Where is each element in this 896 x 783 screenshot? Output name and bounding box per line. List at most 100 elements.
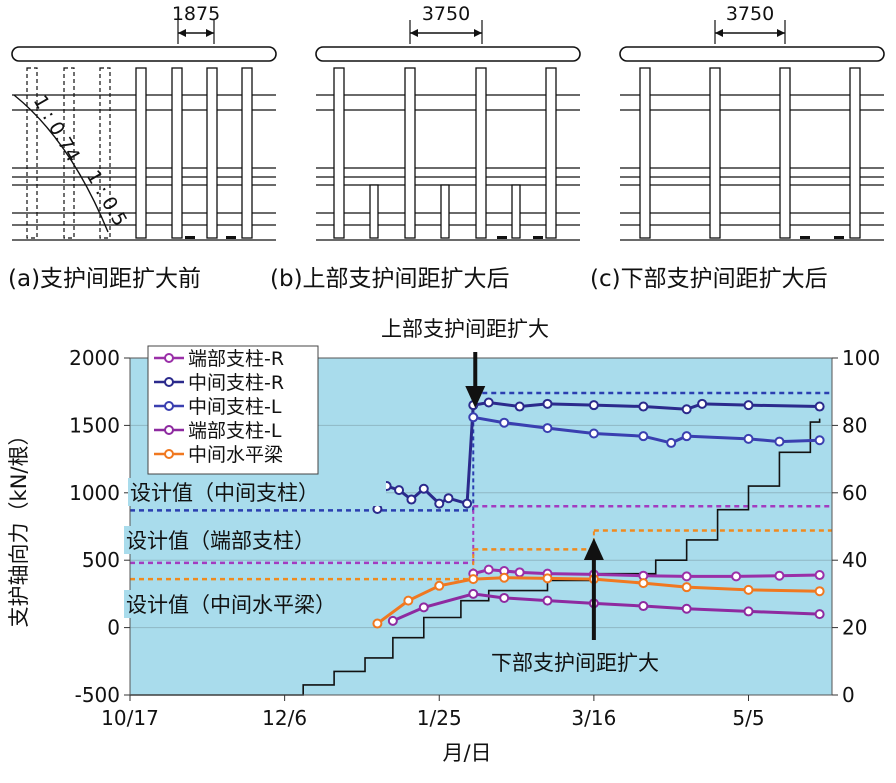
series-line bbox=[473, 415, 820, 445]
data-point bbox=[814, 435, 825, 446]
annotation-upper: 上部支护间距扩大 bbox=[381, 317, 549, 341]
y-ticks: -500 0 500 1000 1500 2000 bbox=[69, 346, 130, 707]
x-tick-label: 10/17 bbox=[101, 706, 159, 730]
data-point bbox=[418, 602, 429, 613]
legend-label: 端部支柱-R bbox=[188, 348, 284, 370]
data-point bbox=[468, 588, 479, 599]
legend-marker bbox=[164, 377, 174, 387]
legend-label: 端部支柱-L bbox=[188, 420, 282, 442]
data-point bbox=[443, 493, 454, 504]
legend-marker bbox=[164, 425, 174, 435]
data-point bbox=[434, 498, 445, 509]
design-value-label: 设计值（中间支柱） bbox=[130, 481, 319, 505]
x-tick-label: 5/5 bbox=[732, 706, 764, 730]
data-point bbox=[542, 398, 553, 409]
x-tick-label: 1/25 bbox=[417, 706, 462, 730]
data-point bbox=[588, 400, 599, 411]
data-point bbox=[542, 423, 553, 434]
data-point bbox=[499, 572, 510, 583]
design-labels: 设计值（中间支柱） 设计值（端部支柱） 设计值（中间水平梁） bbox=[124, 478, 386, 618]
design-label-bg bbox=[124, 526, 382, 554]
design-value-label: 设计值（端部支柱） bbox=[126, 529, 315, 553]
data-point bbox=[743, 584, 754, 595]
dimension-label: 3750 bbox=[422, 3, 470, 25]
data-point bbox=[514, 401, 525, 412]
data-point bbox=[483, 564, 494, 575]
data-point bbox=[681, 582, 692, 593]
y2-ticks: 0 20 40 60 80 100 bbox=[832, 346, 880, 707]
data-point bbox=[418, 483, 429, 494]
data-point bbox=[468, 574, 479, 585]
slope-label-2: 1 : 0.5 bbox=[82, 167, 131, 231]
diagram-caption: (a)支护间距扩大前 bbox=[8, 266, 201, 292]
design-value-label: 设计值（中间水平梁） bbox=[126, 593, 336, 617]
data-point bbox=[697, 398, 708, 409]
data-point bbox=[774, 570, 785, 581]
data-point bbox=[638, 578, 649, 589]
legend-marker bbox=[164, 353, 174, 363]
excavation-depth-line bbox=[130, 418, 821, 696]
data-point bbox=[462, 498, 473, 509]
y2-tick-label: 100 bbox=[842, 346, 880, 370]
x-axis-label: 月/日 bbox=[442, 741, 491, 765]
data-point bbox=[434, 580, 445, 591]
series-中间支柱-R bbox=[372, 397, 825, 514]
x-ticks: 10/17 12/6 1/25 3/16 5/5 bbox=[101, 695, 765, 730]
data-point bbox=[542, 595, 553, 606]
depth-line bbox=[130, 418, 821, 696]
dimension-label: 3750 bbox=[726, 3, 774, 25]
legend-label: 中间支柱-L bbox=[188, 396, 282, 418]
legend-label: 中间水平梁 bbox=[188, 444, 283, 466]
data-point bbox=[514, 567, 525, 578]
series-中间水平梁 bbox=[372, 572, 825, 629]
series-line bbox=[392, 592, 820, 623]
y-tick-label: 1500 bbox=[69, 413, 120, 437]
series-中间支柱-L bbox=[468, 412, 825, 448]
annotation-arrow-head bbox=[583, 538, 604, 560]
design-label-bg bbox=[124, 590, 382, 618]
y2-tick-label: 80 bbox=[842, 413, 867, 437]
x-tick-label: 3/16 bbox=[571, 706, 616, 730]
data-point bbox=[638, 431, 649, 442]
y2-tick-label: 0 bbox=[842, 683, 855, 707]
data-point bbox=[483, 397, 494, 408]
design-label-bg bbox=[128, 478, 386, 506]
diagram-c: 3750 (c)下部支护间距扩大后 bbox=[590, 3, 885, 292]
diagram-b: 3750 (b)上部支护间距扩大后 bbox=[270, 3, 581, 292]
data-point bbox=[372, 618, 383, 629]
annotation-bg bbox=[452, 648, 698, 678]
data-point bbox=[774, 436, 785, 447]
data-point bbox=[588, 428, 599, 439]
data-point bbox=[743, 400, 754, 411]
x-tick-label: 12/6 bbox=[262, 706, 307, 730]
legend-marker bbox=[164, 449, 174, 459]
data-point bbox=[814, 570, 825, 581]
design-lines bbox=[130, 391, 832, 581]
y-tick-label: 0 bbox=[107, 616, 120, 640]
data-point bbox=[681, 571, 692, 582]
data-point bbox=[638, 601, 649, 612]
y2-tick-label: 20 bbox=[842, 616, 867, 640]
data-point bbox=[468, 412, 479, 423]
data-point bbox=[372, 503, 383, 514]
data-point bbox=[394, 485, 405, 496]
data-point bbox=[814, 401, 825, 412]
diagram-caption: (c)下部支护间距扩大后 bbox=[590, 266, 828, 292]
data-point bbox=[814, 586, 825, 597]
annotation-lower: 下部支护间距扩大 bbox=[491, 651, 659, 675]
data-point bbox=[499, 417, 510, 428]
dimension-label: 1875 bbox=[172, 3, 220, 25]
legend-label: 中间支柱-R bbox=[188, 372, 284, 394]
y-tick-label: -500 bbox=[75, 683, 120, 707]
y-axis-label: 支护轴向力（kN/根） bbox=[7, 425, 31, 628]
data-point bbox=[814, 609, 825, 620]
data-point bbox=[731, 571, 742, 582]
series-layer bbox=[372, 397, 825, 629]
data-point bbox=[743, 606, 754, 617]
data-point bbox=[681, 404, 692, 415]
legend-marker bbox=[164, 401, 174, 411]
